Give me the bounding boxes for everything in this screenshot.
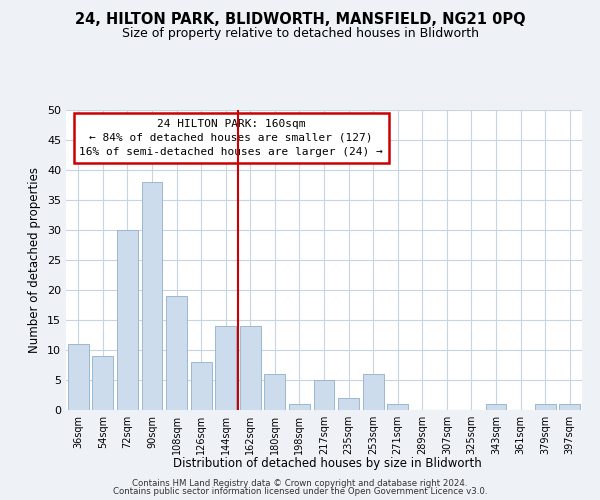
Bar [289, 404, 310, 410]
Bar [142, 182, 163, 410]
Bar [338, 398, 359, 410]
Bar [215, 326, 236, 410]
Bar [92, 356, 113, 410]
Bar [240, 326, 261, 410]
Bar [485, 404, 506, 410]
Text: Contains HM Land Registry data © Crown copyright and database right 2024.: Contains HM Land Registry data © Crown c… [132, 478, 468, 488]
Bar [117, 230, 138, 410]
Bar [191, 362, 212, 410]
Text: Distribution of detached houses by size in Blidworth: Distribution of detached houses by size … [173, 458, 481, 470]
Bar [535, 404, 556, 410]
Bar [559, 404, 580, 410]
Bar [387, 404, 408, 410]
Bar [68, 344, 89, 410]
Text: Size of property relative to detached houses in Blidworth: Size of property relative to detached ho… [121, 28, 479, 40]
Bar [265, 374, 286, 410]
Bar [314, 380, 334, 410]
Text: 24 HILTON PARK: 160sqm
← 84% of detached houses are smaller (127)
16% of semi-de: 24 HILTON PARK: 160sqm ← 84% of detached… [79, 119, 383, 157]
Bar [166, 296, 187, 410]
Y-axis label: Number of detached properties: Number of detached properties [28, 167, 41, 353]
Text: 24, HILTON PARK, BLIDWORTH, MANSFIELD, NG21 0PQ: 24, HILTON PARK, BLIDWORTH, MANSFIELD, N… [74, 12, 526, 28]
Bar [362, 374, 383, 410]
Text: Contains public sector information licensed under the Open Government Licence v3: Contains public sector information licen… [113, 487, 487, 496]
